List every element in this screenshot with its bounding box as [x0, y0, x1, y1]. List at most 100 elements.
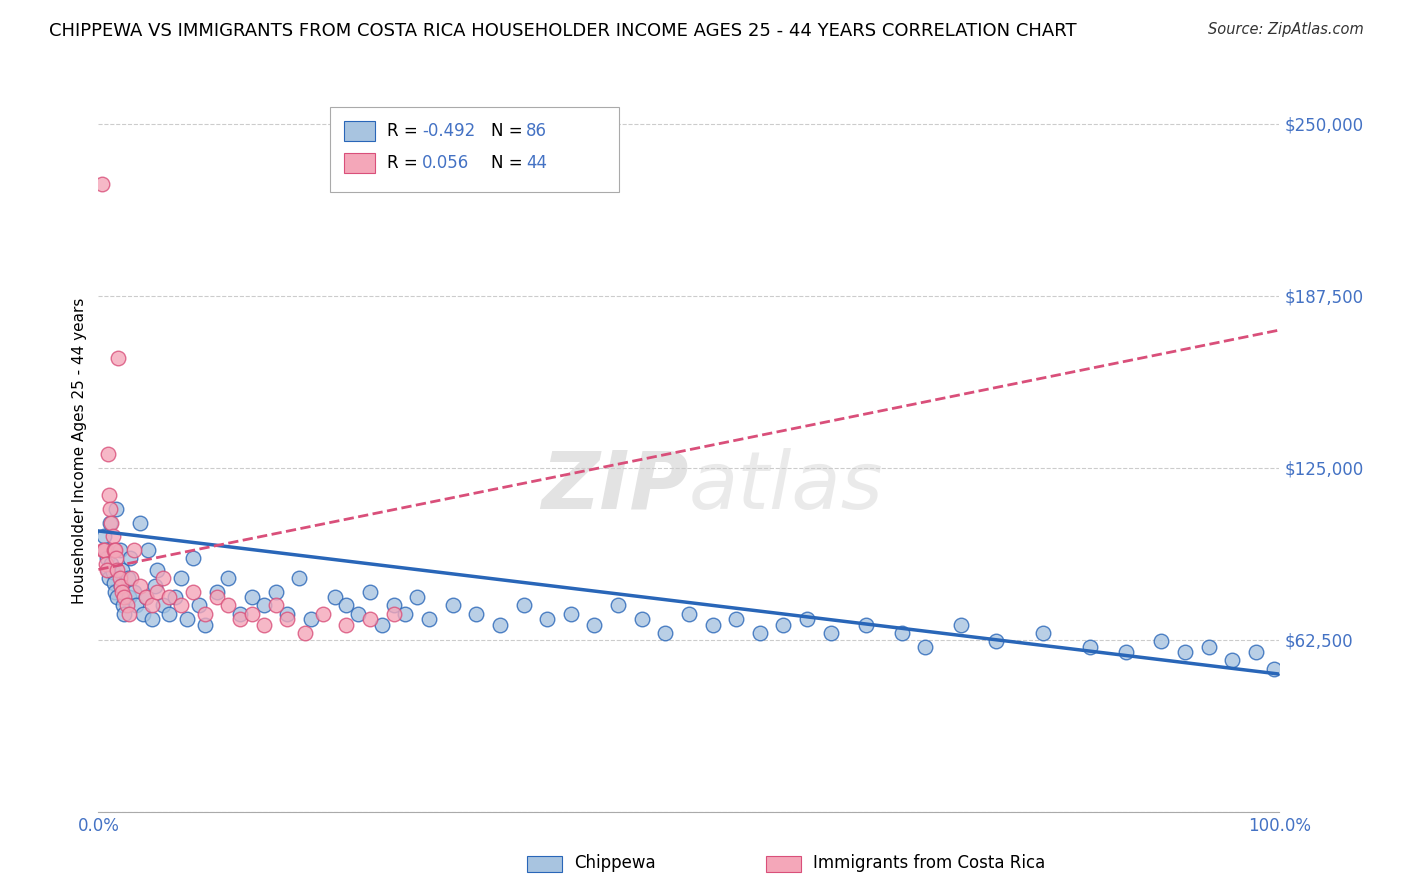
Point — [101, 529, 124, 543]
Point — [94, 543, 117, 558]
Point — [98, 571, 121, 585]
Point — [132, 607, 155, 621]
Point — [112, 599, 135, 613]
Point — [359, 584, 381, 599]
Point — [1220, 653, 1243, 667]
Point — [91, 177, 114, 191]
Point — [143, 579, 166, 593]
Point — [264, 599, 287, 613]
Point — [91, 543, 114, 558]
Point — [96, 562, 118, 576]
Point — [146, 584, 169, 599]
Point — [94, 557, 117, 571]
Point — [229, 612, 252, 626]
Point — [122, 584, 145, 599]
Point — [112, 590, 135, 604]
Point — [128, 579, 150, 593]
Point — [394, 607, 416, 621]
Point — [748, 625, 770, 640]
Point — [335, 617, 357, 632]
Point — [97, 447, 120, 461]
Point — [630, 612, 652, 626]
Point — [122, 543, 145, 558]
Point — [121, 571, 143, 585]
Point — [1032, 625, 1054, 640]
Point — [418, 612, 440, 626]
Text: CHIPPEWA VS IMMIGRANTS FROM COSTA RICA HOUSEHOLDER INCOME AGES 25 - 44 YEARS COR: CHIPPEWA VS IMMIGRANTS FROM COSTA RICA H… — [49, 22, 1077, 40]
Point — [111, 584, 134, 599]
Point — [104, 584, 127, 599]
Point — [152, 599, 174, 613]
Point — [135, 590, 157, 604]
Point — [276, 612, 298, 626]
Point — [108, 571, 131, 585]
Point — [217, 571, 239, 585]
Point — [120, 551, 142, 566]
Point — [115, 599, 138, 613]
Point — [240, 590, 263, 604]
Point — [1150, 634, 1173, 648]
Point — [1080, 640, 1102, 654]
Point — [181, 551, 204, 566]
Point — [110, 579, 132, 593]
Point — [1263, 662, 1285, 676]
Point — [205, 584, 228, 599]
Text: ZIP: ZIP — [541, 448, 689, 525]
Point — [264, 584, 287, 599]
Point — [772, 617, 794, 632]
Text: N =: N = — [491, 154, 527, 172]
Y-axis label: Householder Income Ages 25 - 44 years: Householder Income Ages 25 - 44 years — [72, 297, 87, 604]
Point — [465, 607, 488, 621]
Point — [607, 599, 630, 613]
Point — [170, 571, 193, 585]
Point — [104, 543, 127, 558]
Point — [914, 640, 936, 654]
Text: N =: N = — [491, 122, 527, 140]
Point — [229, 607, 252, 621]
Point — [165, 590, 187, 604]
Point — [347, 607, 370, 621]
Point — [406, 590, 429, 604]
Point — [98, 516, 121, 530]
Point — [489, 617, 512, 632]
Text: 86: 86 — [526, 122, 547, 140]
Point — [205, 590, 228, 604]
Point — [135, 590, 157, 604]
Point — [654, 625, 676, 640]
Text: Source: ZipAtlas.com: Source: ZipAtlas.com — [1208, 22, 1364, 37]
Point — [107, 351, 129, 365]
Point — [110, 579, 132, 593]
Point — [949, 617, 972, 632]
Point — [536, 612, 558, 626]
Text: -0.492: -0.492 — [422, 122, 475, 140]
Point — [181, 584, 204, 599]
Point — [359, 612, 381, 626]
Point — [100, 557, 122, 571]
Point — [97, 562, 120, 576]
Point — [217, 599, 239, 613]
Point — [299, 612, 322, 626]
Point — [253, 599, 276, 613]
Point — [1115, 645, 1137, 659]
Point — [176, 612, 198, 626]
Point — [560, 607, 582, 621]
Point — [253, 617, 276, 632]
Point — [108, 543, 131, 558]
Text: 0.056: 0.056 — [422, 154, 470, 172]
Point — [312, 607, 335, 621]
Point — [152, 571, 174, 585]
Point — [100, 516, 122, 530]
Point — [1174, 645, 1197, 659]
Point — [288, 571, 311, 585]
Text: Chippewa: Chippewa — [574, 854, 655, 871]
Point — [103, 576, 125, 591]
Point — [136, 543, 159, 558]
Point — [98, 502, 121, 516]
Point — [796, 612, 818, 626]
Point — [93, 543, 115, 558]
Point — [105, 502, 128, 516]
Point — [890, 625, 912, 640]
Point — [323, 590, 346, 604]
Point — [855, 617, 877, 632]
Point — [128, 516, 150, 530]
